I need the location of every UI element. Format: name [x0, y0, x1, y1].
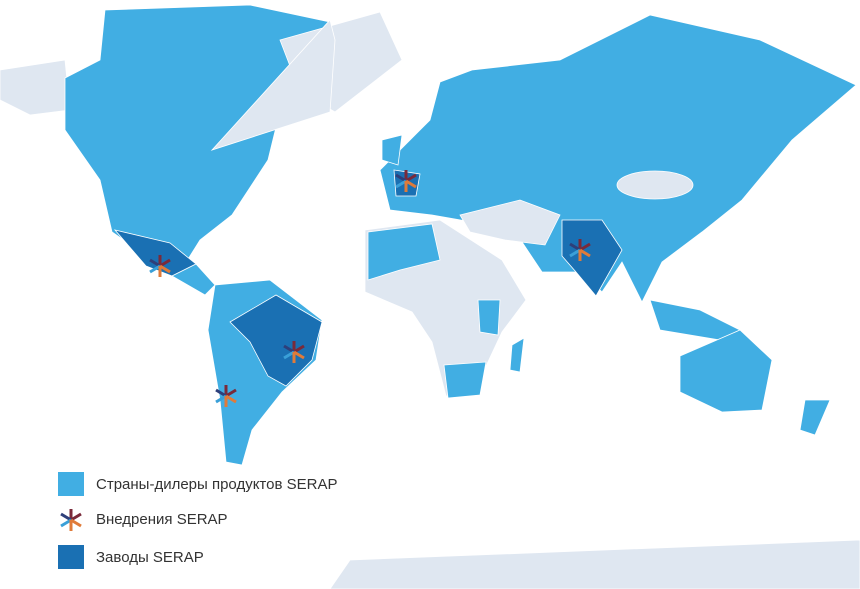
legend-icon — [59, 507, 83, 533]
legend-swatch — [58, 472, 84, 496]
legend-label: Страны-дилеры продуктов SERAP — [96, 476, 337, 493]
legend: Страны-дилеры продуктов SERAP Внедрения … — [58, 472, 337, 569]
legend-label: Внедрения SERAP — [96, 511, 228, 528]
legend-swatch — [58, 545, 84, 569]
legend-label: Заводы SERAP — [96, 549, 204, 566]
land — [0, 4, 860, 589]
